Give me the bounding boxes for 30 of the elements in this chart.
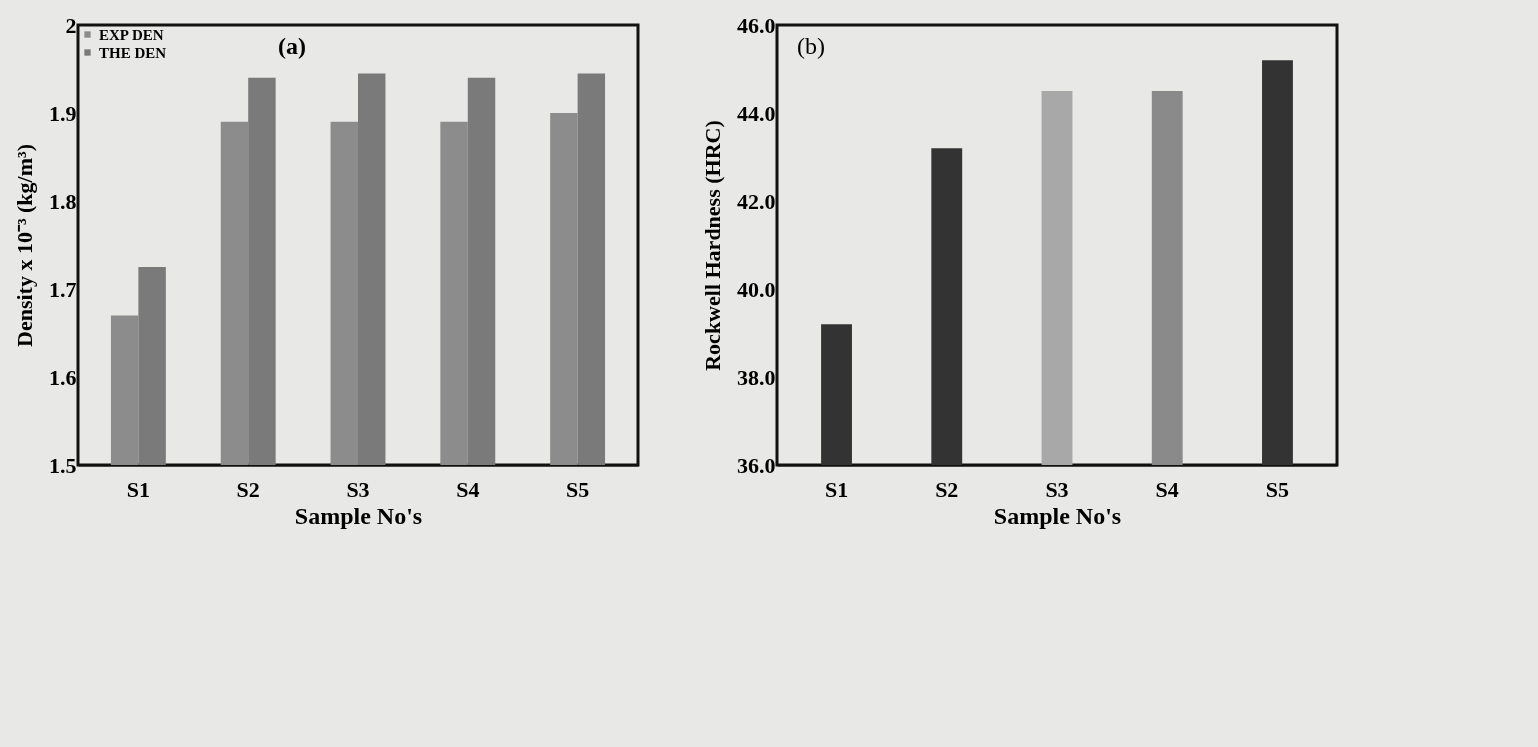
y-tick-label: 42.0 (737, 188, 776, 214)
x-tick-label: S1 (126, 476, 151, 502)
y-tick-label: 1.9 (49, 100, 77, 126)
x-axis-title: Sample No's (993, 502, 1122, 529)
x-tick-label: S5 (1265, 476, 1290, 502)
y-tick-label: 1.6 (49, 364, 77, 390)
x-tick-label: S3 (1045, 476, 1069, 502)
x-tick-label: S4 (1155, 476, 1179, 502)
annotation: (a) (278, 33, 306, 59)
x-tick-label: S2 (236, 476, 260, 502)
legend-label: THE DEN (99, 44, 167, 61)
y-tick-label: 44.0 (737, 100, 776, 126)
x-tick-label: S3 (346, 476, 370, 502)
annotation: (b) (797, 33, 825, 59)
x-tick-label: S2 (935, 476, 959, 502)
y-axis-title: Rockwell Hardness (HRC) (700, 120, 725, 371)
y-tick-label: 1.7 (49, 276, 77, 302)
y-tick-label: 46.0 (737, 12, 776, 38)
y-tick-label: 1.5 (49, 452, 77, 478)
y-axis-title: Density x 10⁻³ (kg/m³) (12, 144, 37, 347)
x-axis-title: Sample No's (294, 502, 423, 529)
y-tick-label: 1.8 (49, 188, 77, 214)
legend-label: EXP DEN (99, 26, 164, 43)
y-tick-label: 40.0 (737, 276, 776, 302)
x-tick-label: S1 (824, 476, 849, 502)
y-tick-label: 38.0 (737, 364, 776, 390)
y-tick-label: 2 (65, 12, 77, 38)
x-tick-label: S4 (456, 476, 480, 502)
x-tick-label: S5 (565, 476, 590, 502)
y-tick-label: 36.0 (737, 452, 776, 478)
